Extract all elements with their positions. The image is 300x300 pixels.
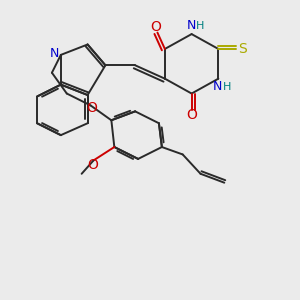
Text: O: O bbox=[151, 20, 161, 34]
Text: N: N bbox=[213, 80, 223, 94]
Text: N: N bbox=[50, 47, 59, 60]
Text: O: O bbox=[186, 108, 197, 122]
Text: N: N bbox=[186, 19, 196, 32]
Text: H: H bbox=[196, 21, 205, 31]
Text: O: O bbox=[87, 101, 98, 116]
Text: S: S bbox=[238, 42, 247, 56]
Text: H: H bbox=[223, 82, 232, 92]
Text: O: O bbox=[88, 158, 98, 172]
